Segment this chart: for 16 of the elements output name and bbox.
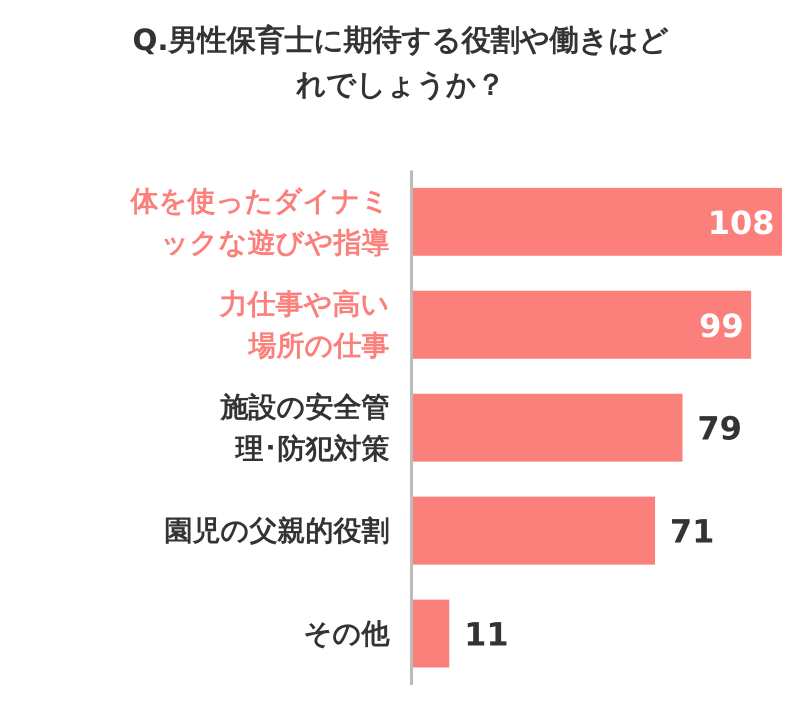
data-label: 79: [697, 410, 742, 448]
data-label: 99: [699, 306, 744, 345]
data-label: 71: [670, 512, 714, 551]
y-tick-label: 力仕事や高い場所の仕事: [218, 288, 390, 362]
y-tick-label: 施設の安全管理･防犯対策: [219, 390, 390, 465]
data-label: 108: [708, 204, 775, 242]
bar: [412, 394, 683, 462]
y-tick-label: その他: [303, 617, 390, 650]
y-tick-label: 園児の父親的役割: [164, 514, 390, 548]
chart-title: Q.男性保育士に期待する役割や働きはどれでしょうか？: [132, 23, 669, 102]
bar: [412, 496, 656, 565]
bar: [412, 600, 450, 668]
data-label: 11: [464, 616, 509, 654]
bar: [412, 290, 752, 359]
bar: [412, 188, 782, 256]
y-tick-label: 体を使ったダイナミックな遊びや指導: [129, 184, 390, 259]
